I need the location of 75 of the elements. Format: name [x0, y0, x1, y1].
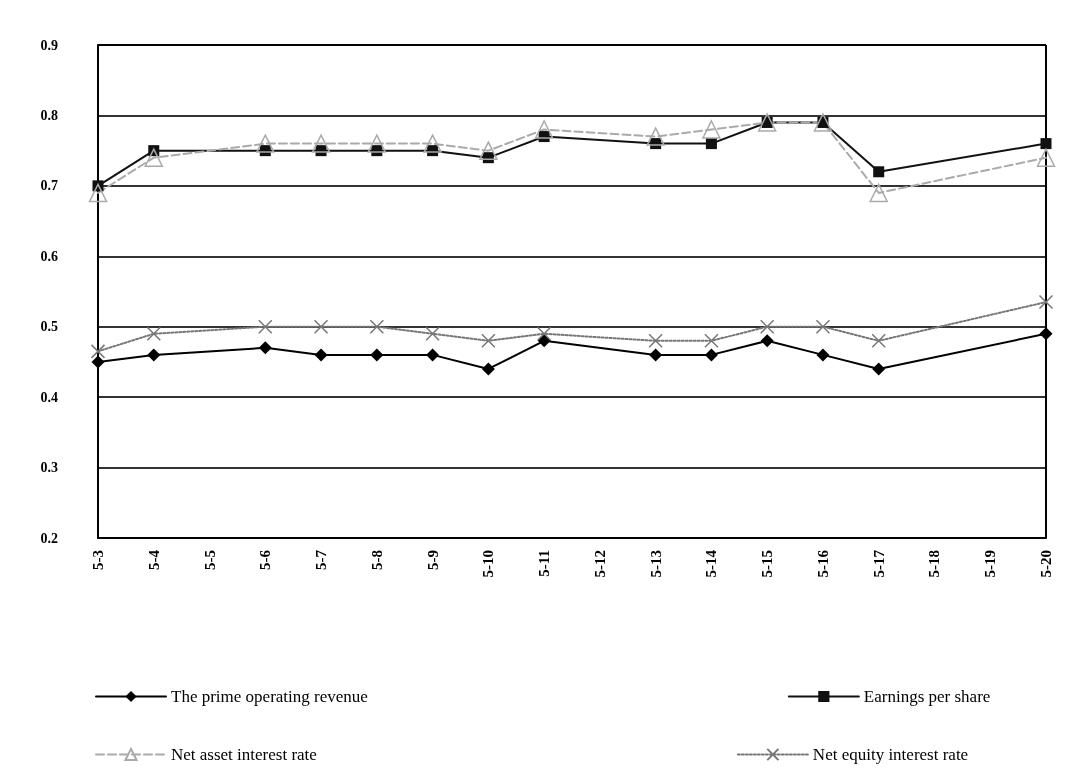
point — [537, 334, 551, 348]
point — [90, 344, 106, 359]
point — [872, 362, 886, 376]
x-tick-label: 5-7 — [313, 549, 330, 570]
point — [88, 183, 108, 203]
legend-label: The prime operating revenue — [171, 687, 368, 706]
point — [646, 127, 665, 146]
point — [426, 348, 440, 362]
y-tick-label: 0.4 — [40, 389, 58, 405]
point — [256, 134, 275, 153]
x-tick-label: 5-5 — [201, 550, 218, 570]
point — [815, 319, 831, 334]
point — [481, 362, 495, 376]
x-tick-label: 5-6 — [257, 549, 274, 570]
point — [423, 134, 442, 153]
point — [757, 113, 777, 132]
point — [702, 120, 721, 139]
point — [534, 120, 554, 139]
point — [1038, 294, 1054, 310]
point — [367, 134, 387, 153]
point — [536, 326, 552, 342]
point — [873, 166, 885, 178]
point — [313, 319, 329, 334]
legend-label: Net equity interest rate — [812, 745, 969, 764]
point — [314, 348, 328, 362]
point — [759, 319, 775, 334]
point — [705, 138, 717, 150]
point — [481, 333, 496, 349]
point — [144, 148, 164, 167]
point — [91, 355, 105, 369]
point — [311, 134, 331, 153]
point — [1039, 327, 1053, 341]
point — [869, 183, 888, 203]
x-tick-label: 5-8 — [368, 550, 385, 570]
point — [258, 341, 272, 355]
x-tick-label: 5-9 — [424, 550, 441, 570]
point — [1036, 148, 1056, 167]
point — [704, 333, 719, 349]
point — [648, 333, 663, 349]
legend-label: Net asset interest rate — [171, 745, 317, 764]
point — [369, 319, 385, 334]
y-tick-label: 0.6 — [40, 248, 58, 264]
y-tick-label: 0.2 — [40, 530, 58, 546]
point — [1040, 138, 1052, 150]
x-tick-label: 5-10 — [480, 550, 497, 578]
x-tick-label: 5-20 — [1038, 550, 1054, 578]
legend-label: Earnings per share — [863, 687, 991, 706]
x-tick-label: 5-4 — [145, 549, 162, 570]
x-tick-label: 5-13 — [647, 550, 664, 578]
x-tick-label: 5-14 — [703, 549, 720, 578]
y-tick-label: 0.7 — [40, 178, 58, 194]
point — [816, 348, 830, 362]
y-tick-label: 0.3 — [40, 460, 58, 476]
point — [479, 141, 498, 160]
point — [147, 348, 161, 362]
point — [425, 326, 440, 342]
point — [146, 326, 162, 342]
x-tick-label: 5-17 — [870, 549, 887, 578]
x-tick-label: 5-15 — [759, 550, 776, 578]
y-tick-label: 0.5 — [40, 319, 58, 335]
point — [370, 348, 384, 362]
x-tick-label: 5-18 — [926, 550, 943, 578]
point — [760, 334, 774, 348]
point — [704, 348, 718, 362]
x-tick-label: 5-11 — [536, 550, 553, 577]
point — [258, 319, 273, 334]
x-tick-label: 5-12 — [591, 550, 608, 578]
x-tick-label: 5-19 — [982, 550, 999, 578]
y-tick-label: 0.9 — [40, 37, 58, 53]
point — [649, 348, 663, 362]
x-tick-label: 5-3 — [90, 550, 106, 570]
x-tick-label: 5-16 — [814, 549, 831, 578]
y-tick-label: 0.8 — [40, 107, 58, 123]
point — [813, 113, 833, 132]
point — [871, 333, 886, 349]
